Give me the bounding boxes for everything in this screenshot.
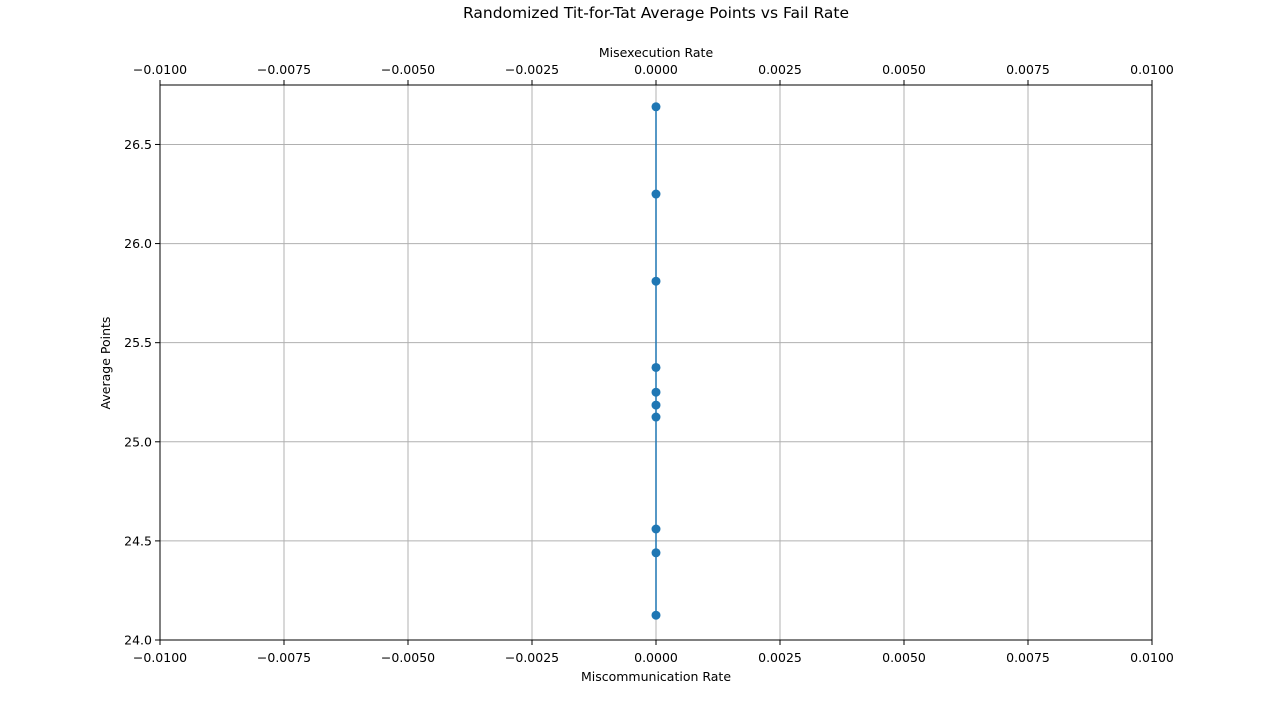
top-x-tick-label: −0.0075 [257,62,311,77]
top-x-tick-label: −0.0025 [505,62,559,77]
top-axis-title: Misexecution Rate [599,45,714,60]
data-point [651,412,661,422]
top-x-tick-label: 0.0100 [1130,62,1174,77]
x-tick-label: −0.0025 [505,650,559,665]
x-axis-title: Miscommunication Rate [581,669,731,684]
x-tick-label: 0.0000 [634,650,678,665]
y-tick-label: 25.5 [124,335,152,350]
x-tick-label: 0.0100 [1130,650,1174,665]
ticks: −0.0100 −0.0075 −0.0050 −0.0025 0.0000 0.0025… [124,62,1174,665]
top-x-tick-label: −0.0100 [133,62,187,77]
data-point [651,524,661,534]
series [651,102,661,620]
x-tick-label: −0.0100 [133,650,187,665]
y-tick-label: 24.5 [124,533,152,548]
data-point [651,189,661,199]
x-tick-label: 0.0025 [758,650,802,665]
data-point [651,400,661,410]
x-tick-label: −0.0075 [257,650,311,665]
y-tick-label: 26.0 [124,236,152,251]
data-point [651,387,661,397]
data-point [651,362,661,372]
data-point [651,610,661,620]
y-axis-title: Average Points [98,317,113,410]
x-tick-label: −0.0050 [381,650,435,665]
top-x-tick-label: 0.0050 [882,62,926,77]
data-point [651,102,661,112]
top-x-tick-label: −0.0050 [381,62,435,77]
top-x-tick-label: 0.0000 [634,62,678,77]
y-tick-label: 26.5 [124,137,152,152]
x-tick-label: 0.0050 [882,650,926,665]
y-tick-label: 24.0 [124,633,152,648]
data-point [651,276,661,286]
data-point [651,548,661,558]
x-tick-label: 0.0075 [1006,650,1050,665]
y-tick-label: 25.0 [124,434,152,449]
top-x-tick-label: 0.0025 [758,62,802,77]
top-x-tick-label: 0.0075 [1006,62,1050,77]
chart-title: Randomized Tit-for-Tat Average Points vs… [463,4,849,22]
